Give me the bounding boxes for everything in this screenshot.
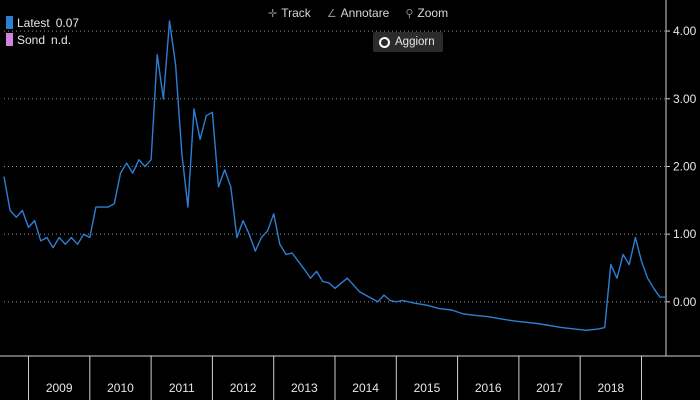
xtick-label-2: 2011 — [169, 381, 195, 395]
ytick-label-3: 3.00 — [673, 92, 697, 106]
xtick-label-9: 2018 — [597, 381, 624, 395]
xtick-label-3: 2012 — [230, 381, 257, 395]
track-label: Track — [281, 6, 311, 20]
annotate-label: Annotare — [340, 6, 390, 20]
series-layer — [3, 20, 666, 331]
legend-label-sond: Sond — [17, 32, 46, 47]
refresh-button[interactable]: Aggiorn — [373, 32, 443, 52]
xtick-label-1: 2010 — [107, 381, 134, 395]
xtick-label-7: 2016 — [475, 381, 502, 395]
crosshair-icon: ✛ — [268, 7, 278, 20]
legend-swatch-latest — [6, 16, 13, 29]
legend-swatch-sond — [6, 33, 13, 46]
y-axis: 0.00 1.00 2.00 3.00 4.00 — [665, 0, 697, 356]
legend-item-latest[interactable]: Latest 0.07 — [6, 14, 79, 31]
magnifier-icon: ⚲ — [405, 7, 414, 20]
ytick-label-2: 2.00 — [673, 159, 697, 173]
track-button[interactable]: ✛ Track — [268, 6, 311, 20]
refresh-icon — [379, 36, 390, 48]
legend-value-latest: 0.07 — [55, 15, 80, 30]
refresh-label: Aggiorn — [395, 36, 435, 48]
chart-toolbar: ✛ Track ∠ Annotare ⚲ Zoom — [268, 6, 448, 20]
pencil-icon: ∠ — [326, 7, 337, 20]
legend-value-sond: n.d. — [51, 32, 72, 47]
legend: Latest 0.07 Sond n.d. — [6, 14, 79, 48]
zoom-button[interactable]: ⚲ Zoom — [405, 6, 448, 20]
xtick-label-0: 2009 — [46, 381, 73, 395]
ytick-label-0: 0.00 — [673, 295, 697, 309]
xtick-label-5: 2014 — [352, 381, 379, 395]
legend-label-latest: Latest — [17, 15, 50, 30]
x-axis: 2009 2010 2011 2012 2013 2014 2015 2016 2017 2018 — [0, 355, 700, 400]
series-line-0 — [3, 20, 666, 331]
zoom-label: Zoom — [417, 6, 449, 20]
ytick-label-4: 4.00 — [673, 24, 697, 38]
xtick-label-8: 2017 — [536, 381, 563, 395]
xtick-label-4: 2013 — [291, 381, 318, 395]
legend-item-sond[interactable]: Sond n.d. — [6, 31, 79, 48]
xtick-label-6: 2015 — [414, 381, 441, 395]
annotate-button[interactable]: ∠ Annotare — [327, 6, 390, 20]
ytick-label-1: 1.00 — [673, 227, 697, 241]
